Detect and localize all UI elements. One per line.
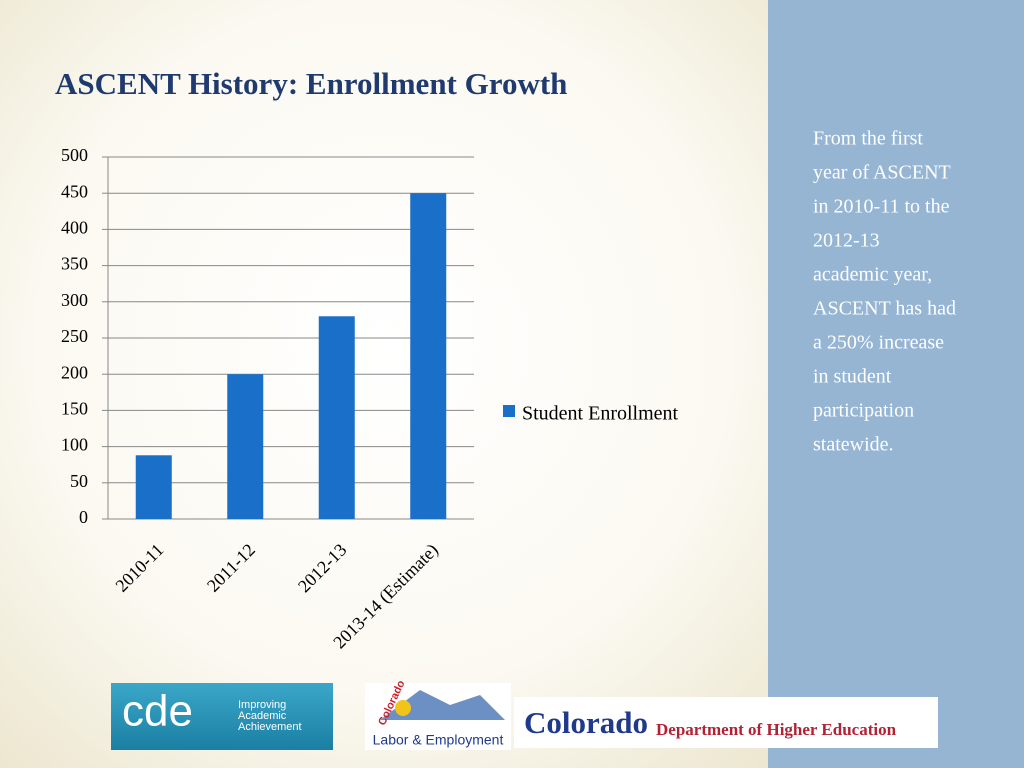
sidebar-line: From the first bbox=[813, 128, 923, 150]
legend-label: Student Enrollment bbox=[522, 403, 679, 425]
logo-text: cde bbox=[122, 687, 193, 736]
y-tick-label: 500 bbox=[61, 145, 88, 165]
logo-sun bbox=[395, 700, 411, 716]
y-tick-label: 150 bbox=[61, 399, 88, 419]
y-tick-label: 50 bbox=[70, 471, 88, 491]
legend-swatch bbox=[503, 405, 515, 417]
sidebar-line: ASCENT has had bbox=[813, 298, 956, 320]
higher-ed-logo: Colorado Department of Higher Education bbox=[514, 697, 938, 748]
sidebar-line: in student bbox=[813, 366, 892, 388]
logo-text: Improving bbox=[238, 699, 286, 711]
sidebar-line: in 2010-11 to the bbox=[813, 196, 950, 218]
y-tick-label: 350 bbox=[61, 254, 88, 274]
logo-box bbox=[514, 697, 938, 748]
logo-text: Department of bbox=[403, 719, 474, 731]
bar bbox=[410, 193, 447, 519]
y-tick-label: 400 bbox=[61, 218, 88, 238]
sidebar-line: 2012-13 bbox=[813, 230, 880, 252]
logo-mountain bbox=[380, 690, 505, 720]
sidebar-line: a 250% increase bbox=[813, 332, 944, 354]
logo-text: Academic bbox=[238, 710, 287, 722]
y-tick-label: 0 bbox=[79, 507, 88, 527]
labor-logo: Colorado Department of Labor & Employmen… bbox=[365, 678, 511, 750]
background bbox=[0, 0, 768, 768]
chart-title: ASCENT History: Enrollment Growth bbox=[55, 66, 567, 101]
sidebar-line: participation bbox=[813, 400, 914, 422]
bar bbox=[135, 455, 172, 519]
logo-box bbox=[111, 683, 333, 750]
y-tick-label: 200 bbox=[61, 362, 88, 382]
sidebar-line: statewide. bbox=[813, 434, 894, 456]
sidebar-text: From the first year of ASCENT in 2010-11 t… bbox=[813, 128, 956, 456]
logo-text: Achievement bbox=[238, 721, 302, 733]
sidebar-line: year of ASCENT bbox=[813, 162, 951, 184]
sidebar-panel bbox=[768, 0, 1024, 768]
logo-text: Department of Higher Education bbox=[656, 720, 897, 739]
cde-logo: cde Improving Academic Achievement bbox=[111, 683, 333, 750]
logo-text: Labor & Employment bbox=[373, 732, 504, 748]
bar bbox=[318, 316, 355, 519]
sidebar-line: academic year, bbox=[813, 264, 932, 286]
y-tick-label: 250 bbox=[61, 326, 88, 346]
y-tick-label: 300 bbox=[61, 290, 88, 310]
y-tick-label: 450 bbox=[61, 181, 88, 201]
bar bbox=[227, 374, 264, 519]
y-tick-label: 100 bbox=[61, 435, 88, 455]
logo-text: Colorado bbox=[524, 705, 648, 740]
